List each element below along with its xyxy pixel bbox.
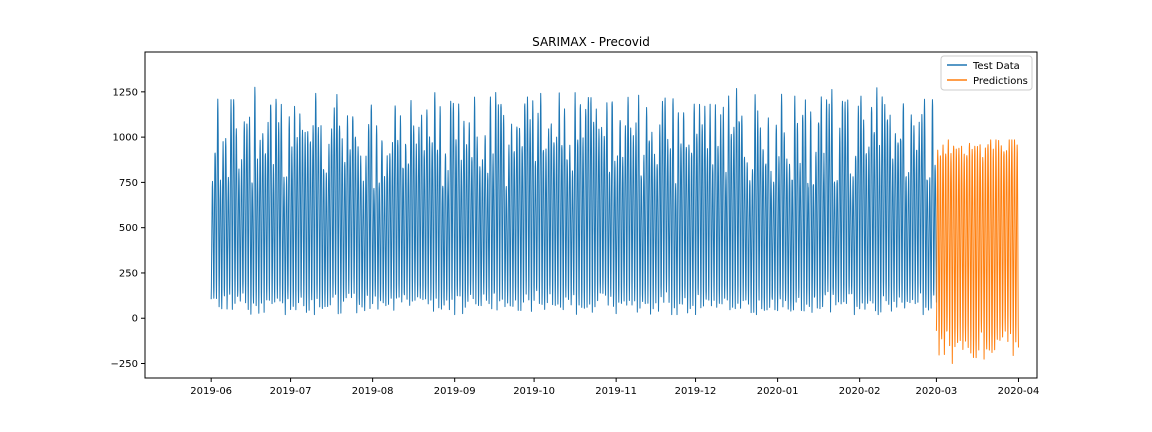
series-line-predictions — [935, 139, 1019, 364]
chart-title: SARIMAX - Precovid — [532, 35, 650, 49]
x-tick-label: 2019-11 — [595, 386, 637, 397]
x-tick-label: 2020-04 — [998, 386, 1040, 397]
y-tick-label: 1000 — [113, 133, 138, 144]
y-tick-label: 0 — [132, 314, 138, 325]
plot-frame — [144, 51, 1038, 379]
x-tick-label: 2020-01 — [757, 386, 799, 397]
y-tick-label: 500 — [119, 223, 138, 234]
x-tick-label: 2020-03 — [916, 386, 958, 397]
legend-label-predictions: Predictions — [973, 76, 1028, 87]
y-tick-label: −250 — [111, 359, 138, 370]
series-line-test-data — [210, 86, 937, 316]
y-tick-label: 1250 — [113, 87, 138, 98]
x-tick-label: 2019-08 — [352, 386, 394, 397]
x-tick-label: 2020-02 — [839, 386, 881, 397]
x-tick-label: 2019-09 — [434, 386, 476, 397]
x-axis: 2019-06 2019-07 2019-08 2019-09 2019-10 2019-… — [190, 378, 1039, 397]
y-tick-label: 750 — [119, 178, 138, 189]
x-tick-label: 2019-06 — [190, 386, 232, 397]
legend: Test Data Predictions — [940, 55, 1033, 91]
series-layer — [210, 86, 1019, 364]
x-tick-label: 2019-07 — [270, 386, 312, 397]
x-tick-label: 2019-12 — [675, 386, 717, 397]
x-tick-label: 2019-10 — [513, 386, 555, 397]
y-axis: −250 0 250 500 750 1000 1250 — [111, 87, 145, 370]
y-tick-label: 250 — [119, 268, 138, 279]
legend-label-test-data: Test Data — [972, 61, 1020, 72]
